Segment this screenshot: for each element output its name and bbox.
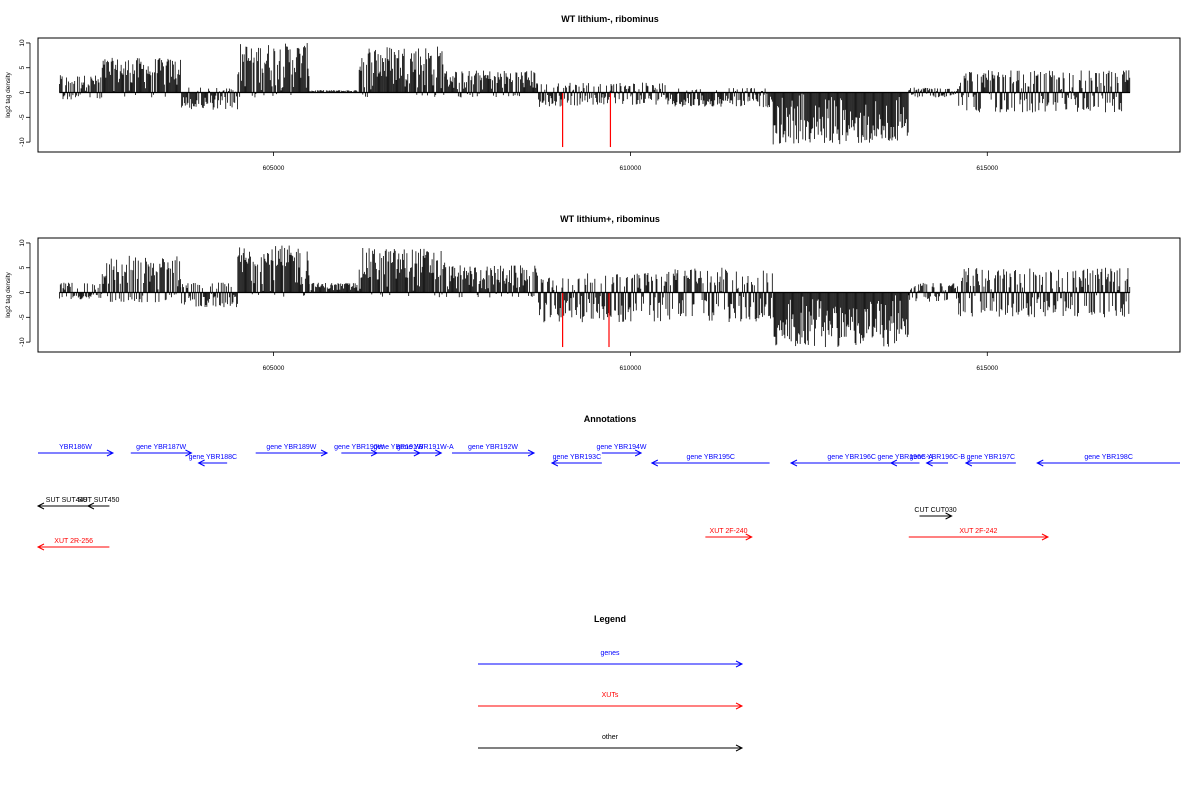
gene-arrow: gene YBR191W-A: [397, 444, 454, 457]
y-tick-label: -10: [19, 337, 26, 347]
feature-label: XUT 2F-240: [710, 528, 748, 535]
legend-title: Legend: [594, 614, 626, 624]
y-axis-label: log2 tag density: [5, 71, 12, 117]
legend-label: genes: [600, 650, 620, 657]
panel-title: WT lithium+, ribominus: [560, 214, 660, 224]
gene-arrow: YBR186W: [38, 444, 115, 457]
y-tick-label: -10: [19, 137, 26, 147]
feature-label: gene YBR187W: [136, 444, 186, 451]
bar-series: [59, 245, 1131, 348]
feature-label: gene YBR194W: [596, 444, 646, 451]
xut-arrow: XUT 2F-242: [908, 528, 1050, 541]
feature-label: CUT CUT030: [914, 507, 956, 514]
feature-label: gene YBR191W: [373, 444, 423, 451]
highlight-marks: [562, 292, 610, 348]
legend-item-genes: genes: [478, 650, 744, 668]
feature-label: gene YBR188C: [189, 454, 238, 461]
panel-title: WT lithium-, ribominus: [561, 14, 659, 24]
x-tick-label: 615000: [976, 165, 998, 172]
panel-wt-lithium-plus: WT lithium+, ribominus log2 tag density …: [5, 214, 1181, 372]
other-arrow: SUT SUT450: [78, 497, 120, 510]
y-tick-label: 0: [19, 90, 26, 94]
feature-label: gene YBR193C: [553, 454, 602, 461]
x-tick-label: 605000: [263, 165, 285, 172]
other-arrow: CUT CUT030: [914, 507, 957, 520]
panel-wt-lithium-minus: WT lithium-, ribominus log2 tag density …: [5, 14, 1181, 172]
y-tick-label: -5: [19, 314, 26, 320]
x-tick-label: 610000: [620, 365, 642, 372]
feature-label: gene YBR196C-A: [877, 454, 933, 461]
gene-arrow: gene YBR196C-A: [877, 454, 933, 467]
feature-label: gene YBR196C-B: [910, 454, 966, 461]
legend-label: XUTs: [602, 692, 619, 699]
gene-arrow: gene YBR193C: [550, 454, 602, 467]
y-tick-label: -5: [19, 114, 26, 120]
y-tick-label: 5: [19, 66, 26, 70]
x-axis: 605000 610000 615000: [263, 351, 999, 372]
feature-label: gene YBR197C: [967, 454, 1016, 461]
gene-arrow: gene YBR196C-B: [910, 454, 966, 467]
y-axis-label: log2 tag density: [5, 271, 12, 317]
y-tick-label: 0: [19, 290, 26, 294]
gene-arrow: gene YBR197C: [964, 454, 1016, 467]
y-tick-label: 5: [19, 266, 26, 270]
feature-label: gene YBR196C: [827, 454, 876, 461]
y-tick-label: 10: [19, 239, 26, 247]
xut-arrow: XUT 2F-240: [705, 528, 753, 541]
y-tick-label: 10: [19, 39, 26, 47]
gene-arrow: gene YBR195C: [650, 454, 770, 467]
feature-label: gene YBR189W: [266, 444, 316, 451]
bar-series: [59, 43, 1131, 145]
x-tick-label: 610000: [620, 165, 642, 172]
y-axis: 10 5 0 -5 -10: [19, 39, 31, 147]
y-axis: 10 5 0 -5 -10: [19, 239, 31, 347]
gene-arrow: gene YBR189W: [255, 444, 329, 457]
feature-label: SUT SUT450: [78, 497, 120, 504]
legend-label: other: [602, 734, 619, 741]
highlight-marks: [562, 92, 612, 148]
gene-arrow: gene YBR194W: [596, 444, 647, 457]
gene-arrow: gene YBR192W: [451, 444, 536, 457]
feature-label: YBR186W: [59, 444, 92, 451]
x-tick-label: 605000: [263, 365, 285, 372]
x-tick-label: 615000: [976, 365, 998, 372]
feature-label: gene YBR191W-A: [397, 444, 454, 451]
feature-label: gene YBR192W: [468, 444, 518, 451]
legend-items: genes XUTs other: [478, 650, 744, 752]
annotations-title: Annotations: [584, 414, 637, 424]
feature-label: gene YBR190W: [334, 444, 384, 451]
gene-arrow: gene YBR188C: [189, 454, 238, 467]
x-axis: 605000 610000 615000: [263, 151, 999, 172]
feature-label: gene YBR198C: [1084, 454, 1133, 461]
feature-label: XUT 2R-256: [54, 538, 93, 545]
legend-item-XUTs: XUTs: [478, 692, 744, 710]
feature-label: XUT 2F-242: [959, 528, 997, 535]
gene-arrow: gene YBR198C: [1036, 454, 1180, 467]
feature-label: gene YBR195C: [686, 454, 735, 461]
other-arrow: SUT SUT449: [36, 497, 96, 510]
legend-item-other: other: [478, 734, 744, 752]
feature-label: SUT SUT449: [46, 497, 88, 504]
xut-arrow: XUT 2R-256: [36, 538, 110, 551]
gene-arrow: gene YBR187W: [130, 444, 193, 457]
legend: Legend genes XUTs other: [478, 614, 744, 752]
